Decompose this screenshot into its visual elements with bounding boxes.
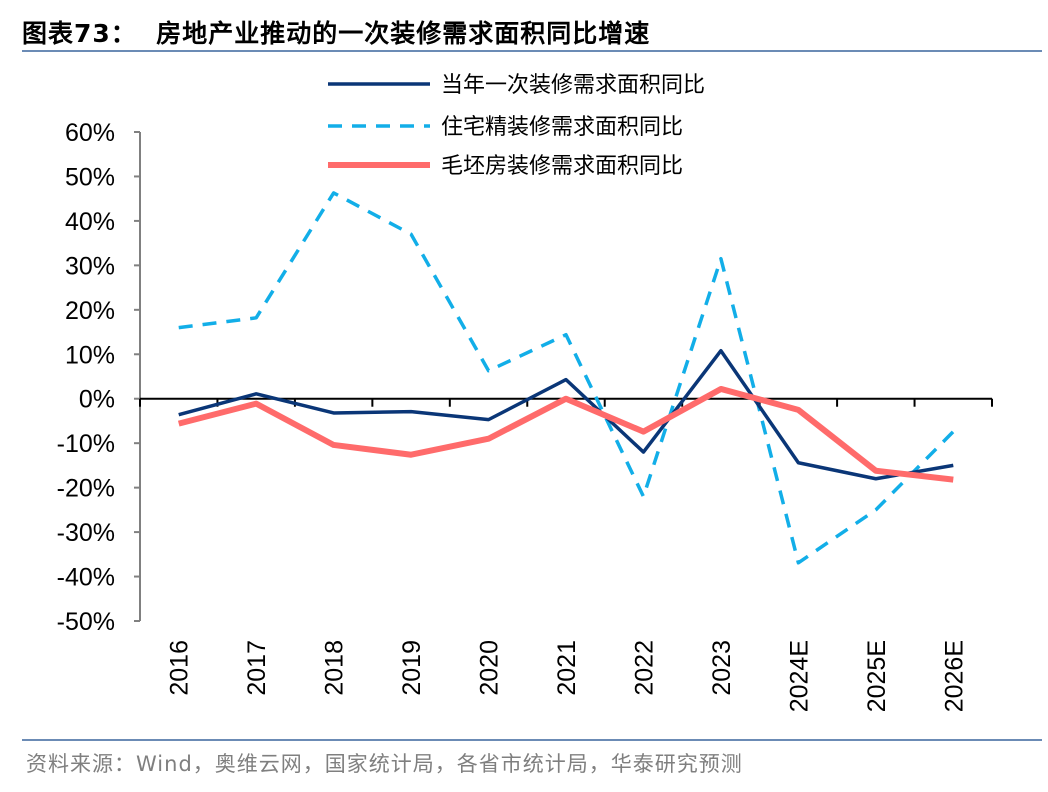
y-tick-label: 40% xyxy=(65,208,115,236)
legend-label: 毛坯房装修需求面积同比 xyxy=(441,154,683,179)
x-tick-label: 2023 xyxy=(708,640,736,696)
y-tick-label: 50% xyxy=(65,163,115,191)
series-line-1 xyxy=(178,191,955,565)
x-tick-label: 2017 xyxy=(243,640,271,696)
y-tick-label: 20% xyxy=(65,297,115,325)
source-divider xyxy=(22,739,1042,741)
y-tick-label: 60% xyxy=(65,119,115,147)
y-tick-label: -30% xyxy=(57,519,115,547)
series-line-0 xyxy=(178,348,954,481)
y-tick-label: 30% xyxy=(65,252,115,280)
title-divider xyxy=(22,50,1042,52)
y-tick-label: -40% xyxy=(57,564,115,592)
source-note: 资料来源：Wind，奥维云网，国家统计局，各省市统计局，华泰研究预测 xyxy=(26,752,743,776)
x-tick-label: 2019 xyxy=(398,640,426,696)
y-tick-label: -50% xyxy=(57,608,115,636)
y-tick-label: -20% xyxy=(57,475,115,503)
x-tick-label: 2024E xyxy=(785,640,813,712)
y-tick-label: 0% xyxy=(79,386,115,414)
legend-label: 当年一次装修需求面积同比 xyxy=(441,73,705,98)
y-tick-label: 10% xyxy=(65,341,115,369)
legend-label: 住宅精装修需求面积同比 xyxy=(441,115,683,140)
x-tick-label: 2026E xyxy=(940,640,968,712)
y-tick-label: -10% xyxy=(57,430,115,458)
x-tick-label: 2020 xyxy=(476,640,504,696)
x-tick-label: 2021 xyxy=(553,640,581,696)
x-tick-label: 2022 xyxy=(630,640,658,696)
x-tick-label: 2018 xyxy=(321,640,349,696)
x-tick-label: 2025E xyxy=(863,640,891,712)
x-tick-label: 2016 xyxy=(166,640,194,696)
figure-title: 图表73： 房地产业推动的一次装修需求面积同比增速 xyxy=(22,19,651,48)
